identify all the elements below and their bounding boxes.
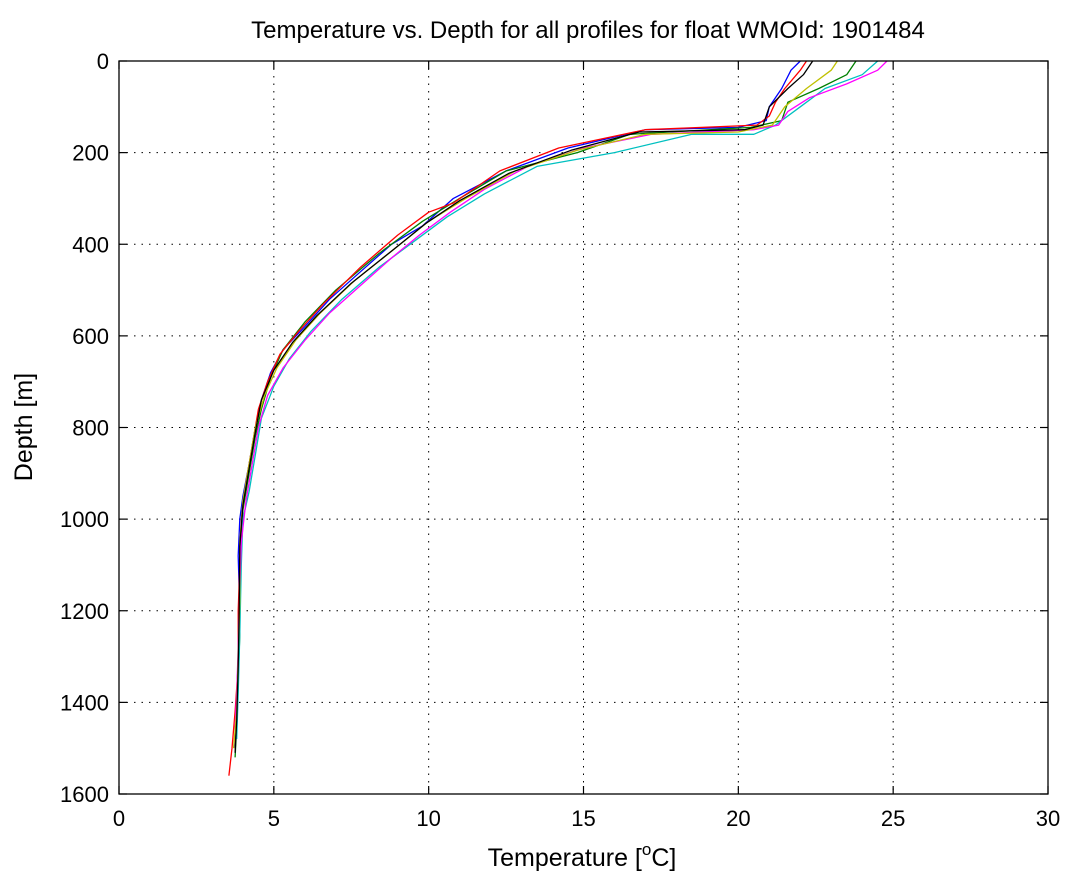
y-tick-label: 1200 <box>60 599 109 624</box>
x-tick-label: 30 <box>1036 806 1060 831</box>
x-tick-label: 20 <box>726 806 750 831</box>
profile-line <box>234 60 888 730</box>
profile-line <box>234 60 801 749</box>
y-tick-label: 1600 <box>60 782 109 807</box>
x-tick-label: 0 <box>113 806 125 831</box>
y-tick-label: 1400 <box>60 690 109 715</box>
x-axis-label: Temperature [oC] <box>488 840 677 872</box>
y-tick-label: 1000 <box>60 507 109 532</box>
x-tick-label: 25 <box>881 806 905 831</box>
profiles <box>228 60 888 776</box>
y-tick-label: 200 <box>72 141 109 166</box>
x-axis-label-superscript: o <box>642 840 651 859</box>
y-tick-label: 0 <box>97 49 109 74</box>
y-axis-label: Depth [m] <box>10 373 38 481</box>
x-tick-label: 10 <box>416 806 440 831</box>
profile-line <box>234 60 814 753</box>
profile-line <box>236 60 879 740</box>
y-tick-label: 600 <box>72 324 109 349</box>
y-tick-label: 800 <box>72 416 109 441</box>
x-tick-label: 5 <box>268 806 280 831</box>
x-tick-label: 15 <box>571 806 595 831</box>
y-tick-label: 400 <box>72 232 109 257</box>
axis-ticks: 0 5 10 15 20 25 30 0 200 400 600 800 1000 1200 1400 160… <box>60 49 1060 831</box>
chart-title: Temperature vs. Depth for all profiles f… <box>251 17 925 44</box>
